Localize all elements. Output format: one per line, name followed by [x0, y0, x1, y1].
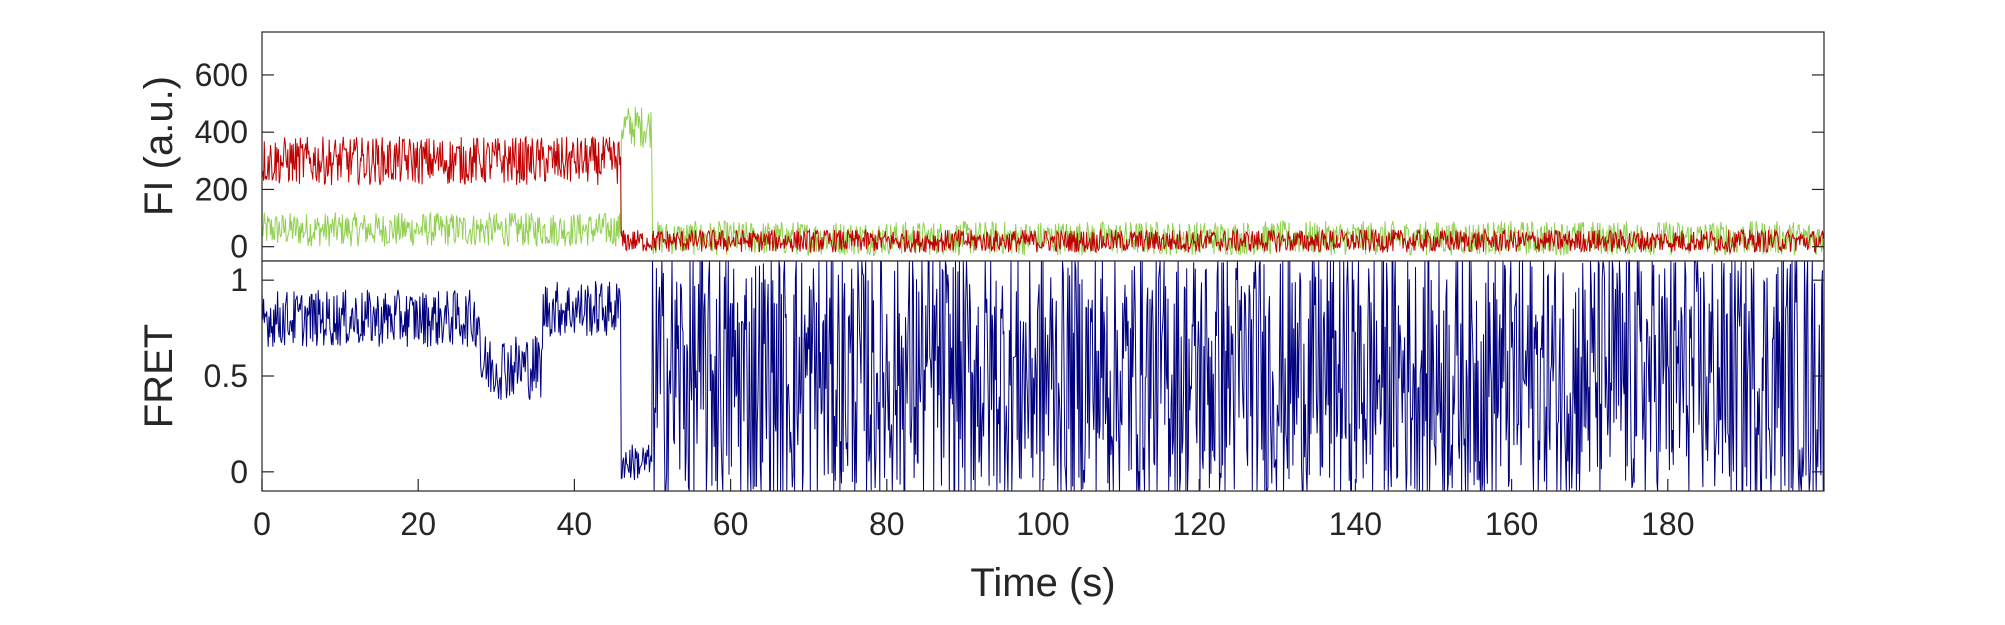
fret-y-label: FRET	[137, 324, 181, 428]
x-tick-label-9: 180	[1641, 506, 1694, 542]
x-tick-label-2: 40	[557, 506, 593, 542]
y-tick-label-0-3: 600	[195, 57, 248, 93]
x-tick-label-3: 60	[713, 506, 749, 542]
y-tick-label-1-2: 1	[230, 262, 248, 298]
y-tick-label-0-1: 200	[195, 171, 248, 207]
series-line-0-1	[261, 135, 1825, 255]
x-tick-label-5: 100	[1016, 506, 1069, 542]
fluorescence-y-label: FI (a.u.)	[137, 76, 181, 216]
x-axis-label: Time (s)	[970, 561, 1115, 605]
y-tick-label-1-1: 0.5	[204, 358, 248, 394]
x-tick-label-8: 160	[1485, 506, 1538, 542]
x-tick-label-7: 140	[1329, 506, 1382, 542]
fluorescence-y-ticks: 0 200 400 600	[195, 57, 1824, 265]
x-tick-label-0: 0	[253, 506, 271, 542]
x-tick-label-6: 120	[1173, 506, 1226, 542]
y-tick-label-0-0: 0	[230, 229, 248, 265]
series-line-0-0	[261, 106, 1825, 257]
fluorescence-panel: 0 200 400 600 FI (a.u.)	[137, 31, 1825, 265]
y-tick-label-0-2: 400	[195, 114, 248, 150]
x-tick-label-1: 20	[400, 506, 436, 542]
fret-ticks: 0 0.5 1 0 20 40 60 80 100 120 140 160 180	[204, 262, 1824, 542]
y-tick-label-1-0: 0	[230, 454, 248, 490]
fluorescence-traces	[261, 106, 1825, 257]
x-tick-label-4: 80	[869, 506, 905, 542]
fret-panel: 0 0.5 1 0 20 40 60 80 100 120 140 160 180 FRET Time …	[137, 259, 1825, 605]
